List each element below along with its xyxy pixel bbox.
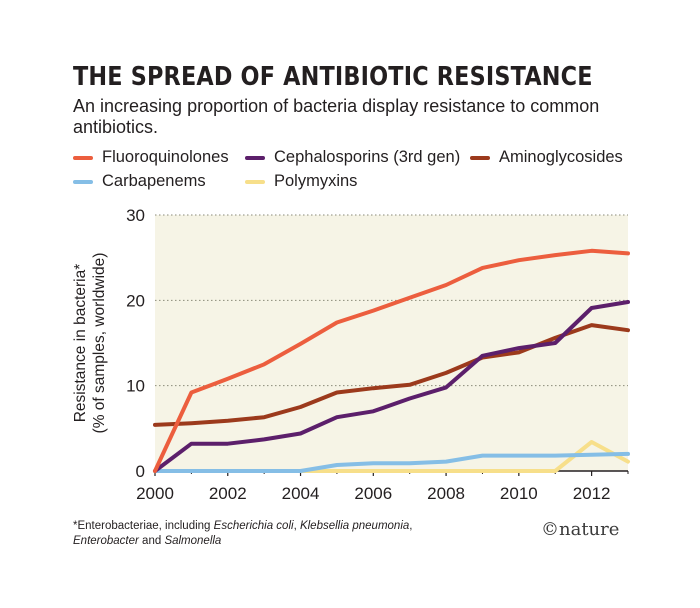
x-tick-label: 2004	[282, 484, 320, 503]
x-tick-label: 2006	[354, 484, 392, 503]
legend-swatch-cephalosporins	[245, 155, 265, 160]
x-tick-label: 2010	[500, 484, 538, 503]
footnote-sep-1: ,	[293, 520, 300, 532]
legend-label-carbapenems: Carbapenems	[102, 172, 206, 190]
series-line-aminoglycosides	[153, 323, 630, 427]
legend-label-polymyxins: Polymyxins	[274, 172, 358, 190]
series-line-cephalosporins-3rd-gen	[153, 300, 630, 473]
legend-swatch-carbapenems	[73, 179, 93, 184]
x-tick-label: 2002	[209, 484, 247, 503]
y-axis-label-line1: Resistance in bacteria*	[72, 264, 89, 423]
tick-labels: 0 10 20 30 2000 2002 2004 2006 2008 2010 2012	[126, 206, 610, 503]
chart-title: THE SPREAD OF ANTIBIOTIC RESISTANCE	[73, 62, 593, 92]
x-tick-label: 2008	[427, 484, 465, 503]
legend-swatch-fluoroquinolones	[73, 155, 93, 160]
series-line-fluoroquinolones	[153, 248, 630, 473]
legend-label-fluoroquinolones: Fluoroquinolones	[102, 148, 229, 166]
x-tick-label: 2012	[573, 484, 611, 503]
y-tick-label: 10	[126, 377, 145, 396]
legend-item-cephalosporins: Cephalosporins (3rd gen)	[245, 148, 460, 167]
legend: Fluoroquinolones Cephalosporins (3rd gen…	[73, 148, 673, 198]
legend-item-aminoglycosides: Aminoglycosides	[470, 148, 623, 167]
chart-subtitle: An increasing proportion of bacteria dis…	[73, 96, 600, 137]
legend-swatch-polymyxins	[245, 179, 265, 184]
legend-item-carbapenems: Carbapenems	[73, 172, 206, 191]
legend-item-polymyxins: Polymyxins	[245, 172, 357, 191]
footnote-species-2: Klebsellia pneumonia	[299, 520, 410, 532]
footnote-species-1: Escherichia coli	[213, 520, 294, 532]
footnote-prefix: *Enterobacteriae, including	[73, 520, 214, 532]
x-tick-label: 2000	[136, 484, 174, 503]
y-axis-label-line2: (% of samples, worldwide)	[91, 253, 108, 434]
footnote-species-3: Enterobacter	[73, 535, 139, 547]
legend-label-aminoglycosides: Aminoglycosides	[499, 148, 623, 166]
y-tick-label: 0	[136, 462, 145, 481]
legend-item-fluoroquinolones: Fluoroquinolones	[73, 148, 229, 167]
y-tick-label: 20	[126, 291, 145, 310]
footnote: *Enterobacteriae, including Escherichia …	[73, 519, 523, 549]
footnote-sep-2: ,	[409, 520, 413, 532]
series-line-carbapenems	[153, 451, 630, 473]
series-lines	[153, 248, 630, 473]
footnote-and: and	[138, 535, 165, 547]
legend-label-cephalosporins: Cephalosporins (3rd gen)	[274, 148, 461, 166]
legend-swatch-aminoglycosides	[470, 155, 490, 160]
footnote-species-4: Salmonella	[164, 535, 222, 547]
y-tick-label: 30	[126, 206, 145, 225]
nature-credit: ©nature	[541, 519, 620, 540]
